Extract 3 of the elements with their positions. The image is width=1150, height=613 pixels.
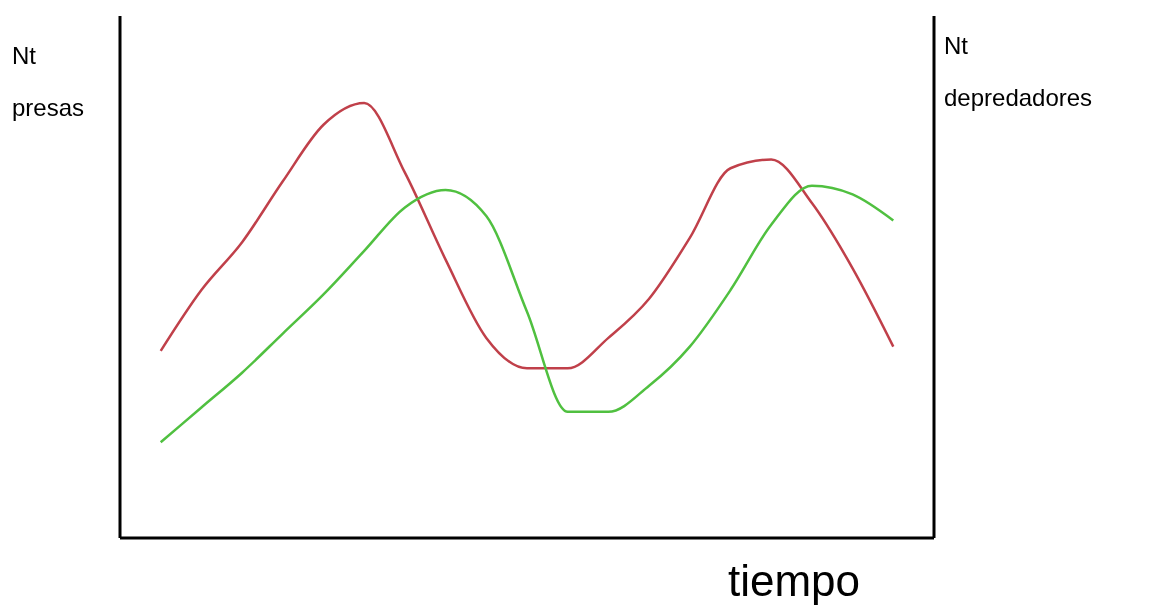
y-axis-title: Nt presas [12,41,86,123]
x-axis-title: tiempo [728,556,861,606]
y2-axis-title: Nt depredadores [944,31,1094,113]
